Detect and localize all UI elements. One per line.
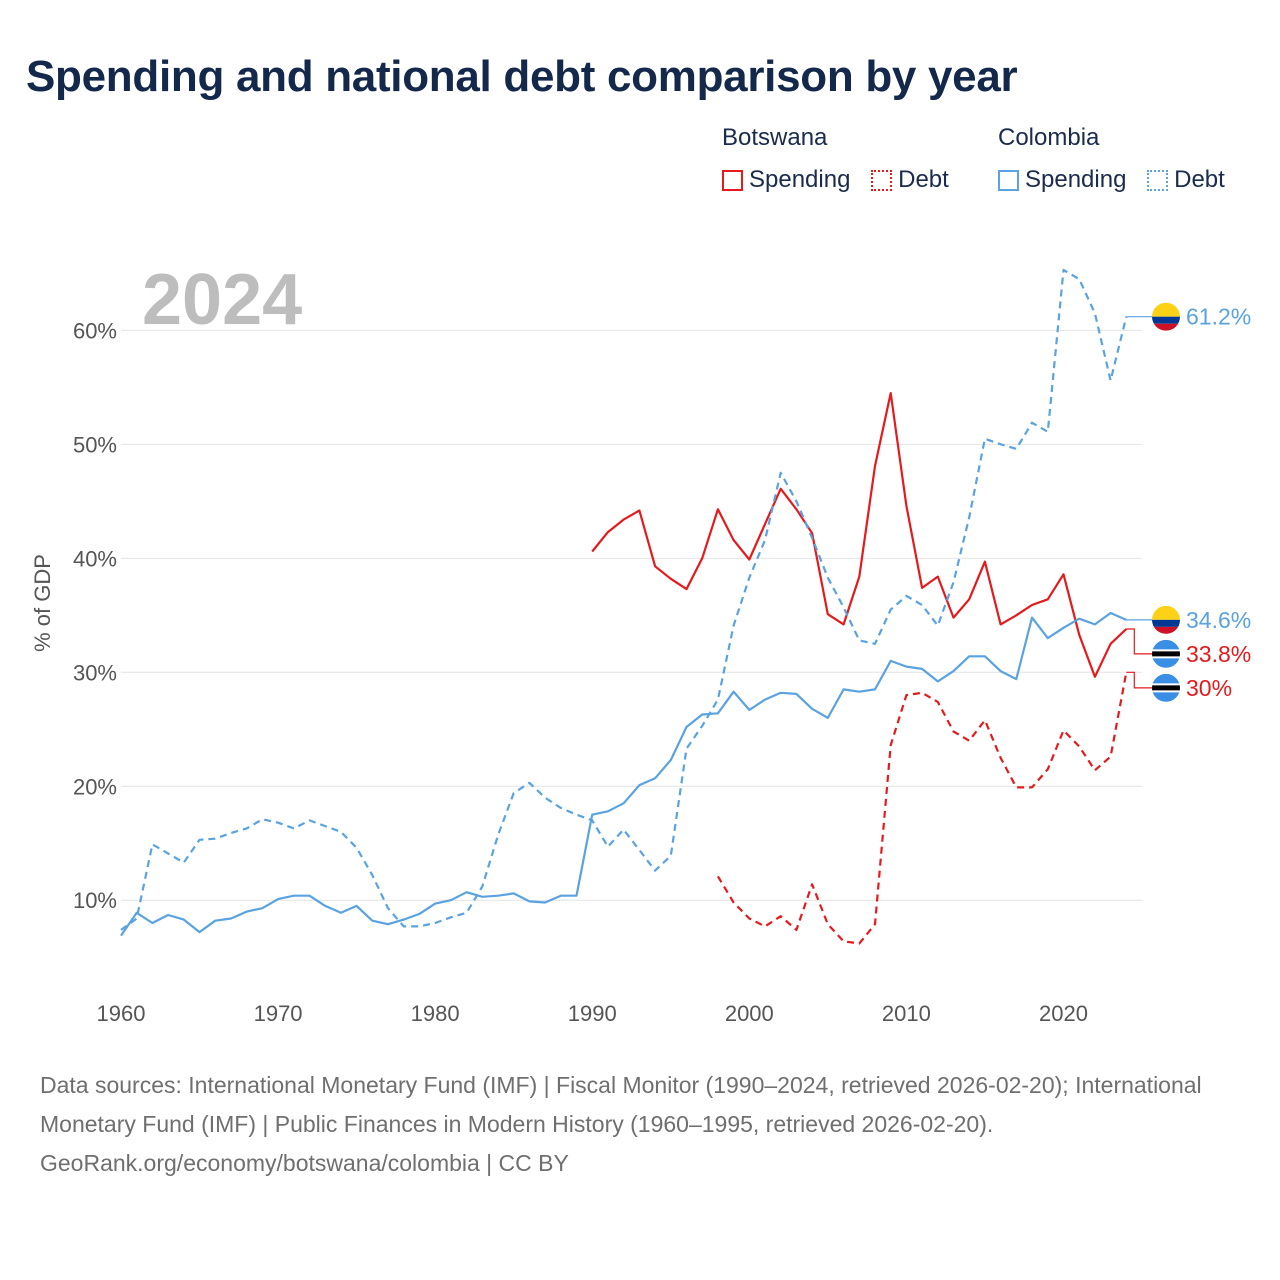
legend-label: Debt	[898, 166, 949, 193]
x-tick-label: 2000	[725, 1001, 774, 1026]
legend-item-botswana-spending[interactable]: Spending	[722, 166, 850, 194]
series-line-colombia-spending[interactable]	[120, 611, 1127, 937]
legend-item-botswana-debt[interactable]: Debt	[871, 166, 949, 194]
chart-title: Spending and national debt comparison by…	[26, 52, 1018, 101]
y-tick-label: 50%	[73, 432, 117, 457]
y-axis-label: % of GDP	[30, 554, 55, 652]
y-tick-label: 40%	[73, 546, 117, 571]
data-sources: Data sources: International Monetary Fun…	[40, 1072, 1202, 1137]
legend-label: Spending	[749, 166, 851, 193]
legend-item-colombia-debt[interactable]: Debt	[1147, 166, 1225, 194]
botswana-flag-icon	[1152, 673, 1180, 702]
legend-group-botswana: Botswana Spending Debt	[722, 124, 963, 198]
colombia-flag-icon	[1152, 302, 1180, 331]
legend-swatch	[871, 169, 893, 191]
legend-group-label: Colombia	[998, 124, 1100, 151]
end-label-connector	[1126, 671, 1152, 689]
footer: Data sources: International Monetary Fun…	[40, 1066, 1240, 1183]
series-line-colombia-debt[interactable]	[120, 268, 1128, 931]
x-axis-ticks: 1960 1970 1980 1990 2000 2010 2020	[97, 1001, 1088, 1026]
series-line-botswana-spending[interactable]	[591, 392, 1128, 678]
end-value-label: 61.2%	[1186, 304, 1251, 330]
year-watermark: 2024	[142, 260, 302, 340]
legend-label: Spending	[1025, 166, 1127, 193]
legend-group-colombia: Colombia Spending Debt	[998, 124, 1225, 198]
y-tick-label: 20%	[73, 774, 117, 799]
y-tick-label: 10%	[73, 888, 117, 913]
credit-link[interactable]: GeoRank.org/economy/botswana/colombia | …	[40, 1150, 569, 1176]
y-axis-ticks: 10% 20% 30% 40% 50% 60%	[73, 318, 117, 913]
end-value-label: 33.8%	[1186, 641, 1251, 667]
x-tick-label: 2010	[882, 1001, 931, 1026]
legend-swatch	[722, 169, 743, 191]
legend-item-colombia-spending[interactable]: Spending	[998, 166, 1126, 194]
legend-swatch	[998, 169, 1019, 191]
series-line-botswana-debt[interactable]	[716, 672, 1128, 945]
legend-label: Debt	[1174, 166, 1225, 193]
end-value-label: 34.6%	[1186, 607, 1251, 633]
series-lines	[120, 268, 1128, 945]
end-label-connector	[1126, 628, 1152, 655]
x-tick-label: 2020	[1039, 1001, 1088, 1026]
colombia-flag-icon	[1152, 605, 1180, 634]
x-tick-label: 1980	[411, 1001, 460, 1026]
end-labels: 33.8% 30% 34.6% 61.2%	[1126, 302, 1251, 702]
grid-lines	[121, 329, 1142, 901]
legend-swatch	[1147, 169, 1169, 191]
y-tick-label: 30%	[73, 660, 117, 685]
x-tick-label: 1970	[254, 1001, 303, 1026]
x-tick-label: 1960	[97, 1001, 146, 1026]
botswana-flag-icon	[1152, 639, 1180, 668]
y-tick-label: 60%	[73, 318, 117, 343]
line-chart: 10% 20% 30% 40% 50% 60% 1960 1970 1980 1990 2000 2…	[30, 260, 1251, 1026]
end-value-label: 30%	[1186, 675, 1232, 701]
legend-group-label: Botswana	[722, 124, 828, 151]
x-tick-label: 1990	[568, 1001, 617, 1026]
